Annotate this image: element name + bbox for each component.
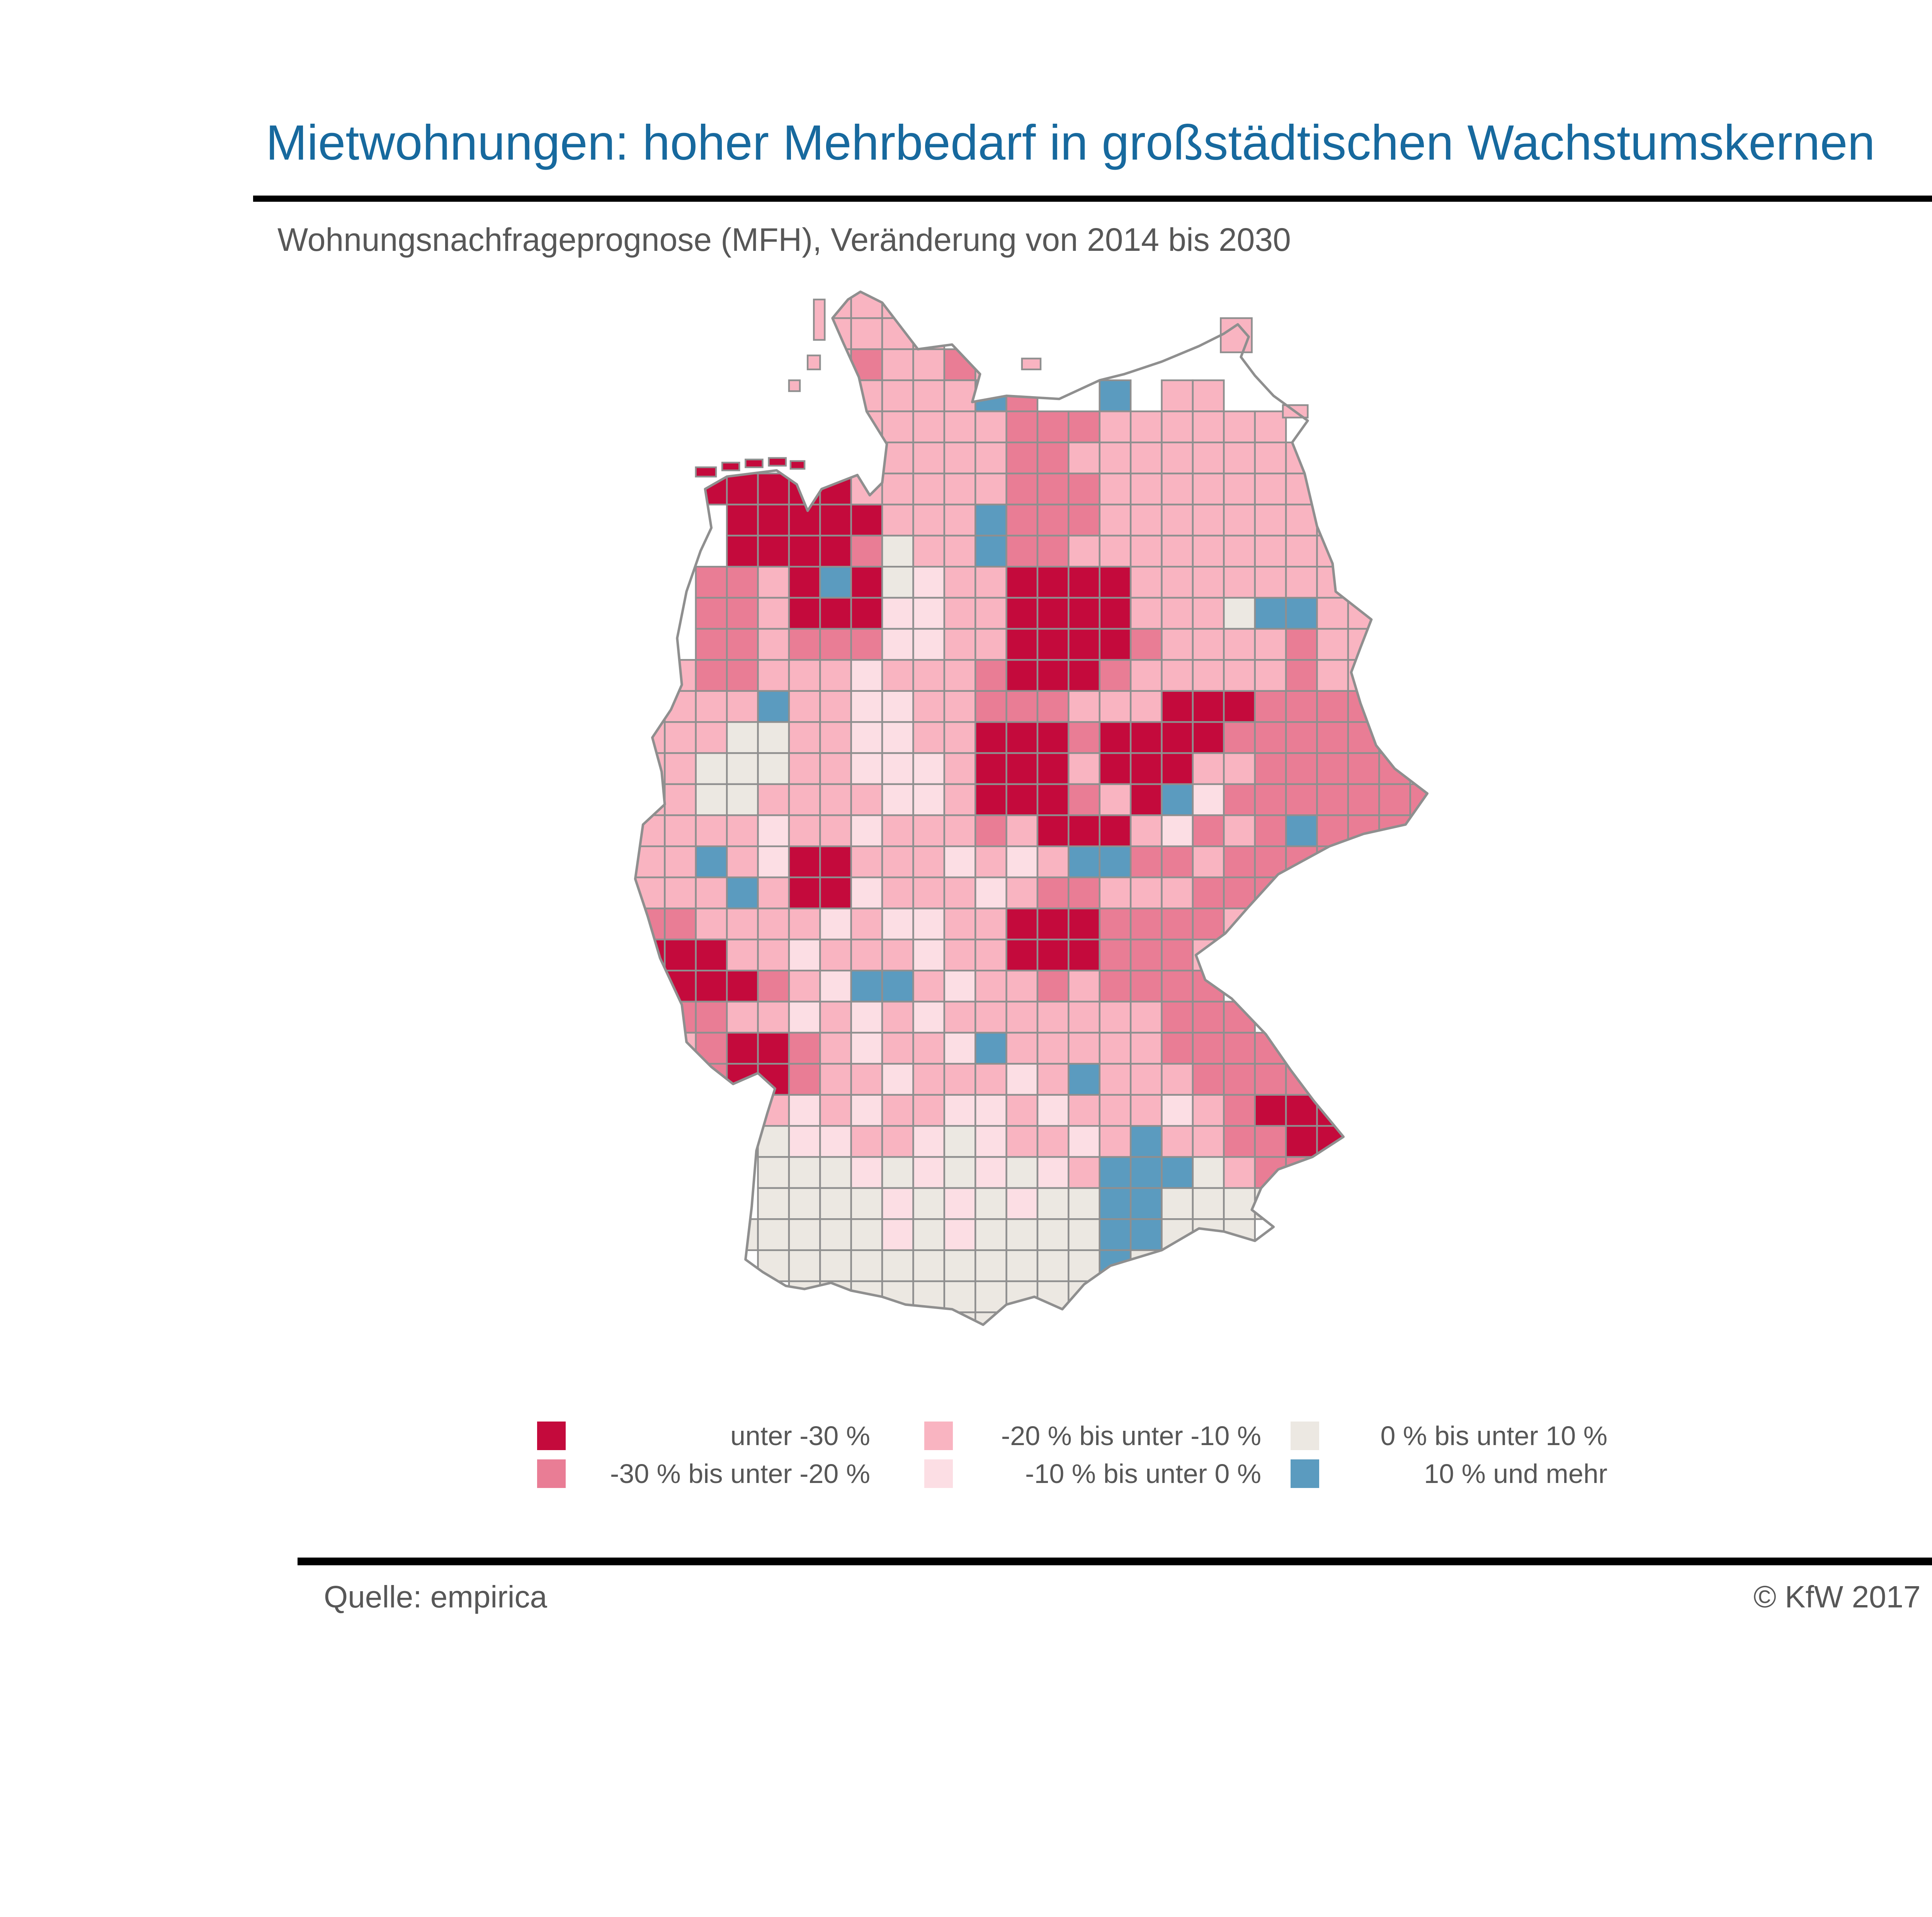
legend-swatch-minus20-to-minus10: [924, 1422, 953, 1450]
copyright-text: © KfW 2017: [1753, 1580, 1921, 1614]
title-rule: [253, 196, 1932, 202]
legend-label: 0 % bis unter 10 %: [1380, 1421, 1607, 1451]
legend-swatch-under-minus30: [537, 1422, 566, 1450]
legend-label: -30 % bis unter -20 %: [610, 1459, 870, 1489]
source-rule: [298, 1558, 1932, 1565]
legend-label: -10 % bis unter 0 %: [1025, 1459, 1261, 1489]
legend-column-1: unter -30 % -30 % bis unter -20 %: [537, 1421, 870, 1489]
legend-swatch-0-to-10: [1291, 1422, 1319, 1450]
legend-label: -20 % bis unter -10 %: [1001, 1421, 1261, 1451]
map-legend: unter -30 % -30 % bis unter -20 % -20 % …: [537, 1421, 1607, 1489]
legend-item-under-minus30: unter -30 %: [537, 1421, 870, 1451]
legend-item-minus30-to-minus20: -30 % bis unter -20 %: [537, 1459, 870, 1489]
legend-label: unter -30 %: [730, 1421, 870, 1451]
legend-swatch-minus30-to-minus20: [537, 1459, 566, 1488]
germany-outline: [634, 290, 1429, 1326]
legend-column-3: 0 % bis unter 10 % 10 % und mehr: [1291, 1421, 1607, 1489]
legend-item-10-and-more: 10 % und mehr: [1291, 1459, 1607, 1489]
legend-item-minus20-to-minus10: -20 % bis unter -10 %: [924, 1421, 1261, 1451]
legend-swatch-minus10-to-0: [924, 1459, 953, 1488]
legend-swatch-10-and-more: [1291, 1459, 1319, 1488]
page-title: Mietwohnungen: hoher Mehrbedarf in großs…: [266, 115, 1875, 170]
legend-label: 10 % und mehr: [1424, 1459, 1607, 1489]
germany-map-svg: [634, 290, 1429, 1326]
germany-map: [634, 287, 1441, 1375]
legend-item-minus10-to-0: -10 % bis unter 0 %: [924, 1459, 1261, 1489]
district-grid: [635, 291, 1427, 1325]
chart-subtitle: Wohnungsnachfrageprognose (MFH), Verände…: [277, 221, 1291, 258]
legend-item-0-to-10: 0 % bis unter 10 %: [1291, 1421, 1607, 1451]
source-text: Quelle: empirica: [324, 1580, 548, 1614]
legend-column-2: -20 % bis unter -10 % -10 % bis unter 0 …: [924, 1421, 1261, 1489]
